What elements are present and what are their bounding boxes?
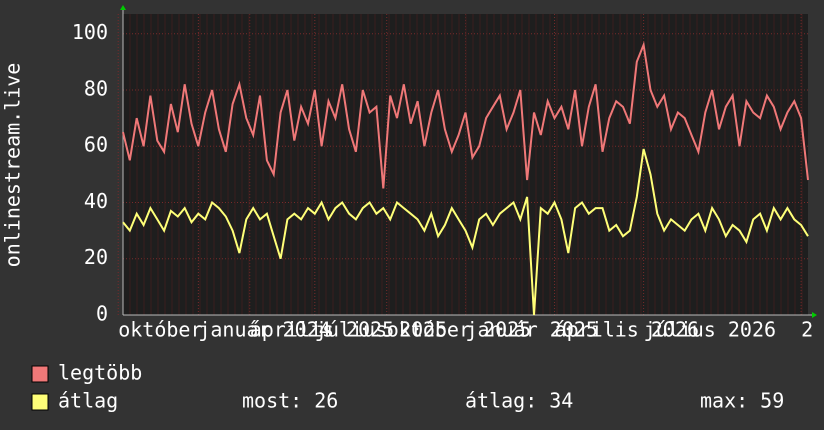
y-tick-label: 0 <box>96 302 108 326</box>
stat-value: 34 <box>549 389 573 413</box>
x-tick-label: április 2026 <box>555 318 700 342</box>
y-tick-label: 40 <box>84 189 108 213</box>
series-line <box>122 148 809 316</box>
legend-swatch <box>31 393 49 411</box>
y-tick-label: 20 <box>84 245 108 269</box>
y-tick-label: 100 <box>72 20 108 44</box>
stat-value: 59 <box>760 389 784 413</box>
series-line <box>122 41 809 189</box>
axis-arrow <box>120 5 126 10</box>
legend-label: átlag <box>58 389 118 413</box>
x-tick-label: október <box>118 318 202 342</box>
x-tick-label: 2 <box>801 318 813 342</box>
x-tick-label: július 2026 <box>644 318 776 342</box>
legend-label: legtöbb <box>58 361 142 385</box>
stat-label: max: <box>700 389 748 413</box>
x-tick-label: április 2025 <box>250 318 395 342</box>
x-tick-label: július 2025 <box>315 318 447 342</box>
x-tick-label: október 2025 <box>387 318 531 342</box>
x-tick-label: január 2024 <box>198 318 330 342</box>
y-tick-label: 60 <box>84 133 108 157</box>
stat-label: most: <box>242 389 302 413</box>
x-tick-label: január 2025 <box>466 318 598 342</box>
stat-label: átlag: <box>465 389 537 413</box>
legend-swatch <box>31 365 49 383</box>
y-axis-label: onlinestream.live <box>1 63 25 268</box>
axis-arrow <box>812 312 817 318</box>
y-tick-label: 80 <box>84 76 108 100</box>
stat-value: 26 <box>314 389 338 413</box>
